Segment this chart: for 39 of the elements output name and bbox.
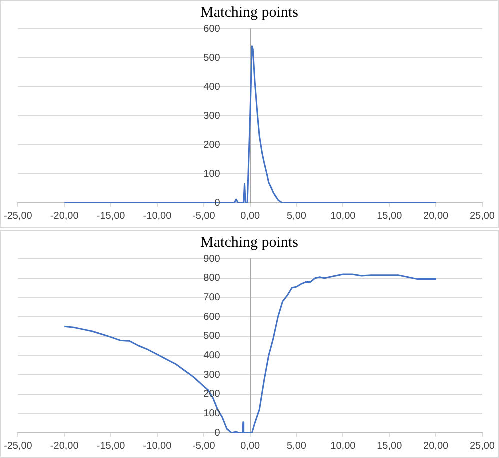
y-tick-label: 400 bbox=[204, 82, 221, 93]
x-tick-label: 10,00 bbox=[330, 210, 356, 222]
x-tick-label: 25,00 bbox=[470, 210, 496, 222]
x-tick-label: 5,00 bbox=[287, 440, 307, 452]
x-tick-label: 20,00 bbox=[424, 210, 450, 222]
x-tick-label: -10,00 bbox=[143, 440, 172, 452]
x-tick-label: 20,00 bbox=[424, 440, 450, 452]
y-tick-label: 600 bbox=[204, 24, 221, 35]
y-tick-label: 400 bbox=[204, 350, 221, 362]
x-tick-label: -25,00 bbox=[4, 210, 33, 222]
y-tick-label: 900 bbox=[204, 254, 221, 265]
y-tick-label: 300 bbox=[204, 110, 221, 122]
x-tick-label: -15,00 bbox=[96, 210, 126, 222]
x-tick-label: 25,00 bbox=[470, 440, 496, 452]
y-tick-label: 0 bbox=[214, 428, 221, 439]
x-tick-label: -10,00 bbox=[143, 210, 172, 222]
x-tick-label: 0,00 bbox=[240, 440, 260, 452]
y-tick-label: 700 bbox=[204, 292, 221, 304]
y-tick-label: 600 bbox=[204, 312, 221, 323]
x-tick-label: -5,00 bbox=[192, 210, 216, 222]
y-tick-label: 100 bbox=[204, 168, 221, 180]
x-tick-label: -15,00 bbox=[96, 440, 126, 452]
chart-title: Matching points bbox=[200, 235, 300, 252]
x-tick-label: 5,00 bbox=[287, 210, 307, 222]
x-tick-label: -5,00 bbox=[192, 440, 216, 452]
x-tick-label: -20,00 bbox=[50, 440, 80, 452]
x-tick-label: 15,00 bbox=[377, 440, 403, 452]
x-tick-label: -20,00 bbox=[50, 210, 80, 222]
x-tick-label: -25,00 bbox=[4, 440, 33, 452]
chart-title: Matching points bbox=[200, 5, 300, 22]
x-tick-label: 0,00 bbox=[240, 210, 260, 222]
x-tick-label: 10,00 bbox=[330, 440, 356, 452]
y-tick-label: 200 bbox=[204, 140, 221, 151]
y-tick-label: 300 bbox=[204, 370, 221, 381]
y-tick-label: 500 bbox=[204, 52, 221, 64]
y-tick-label: 100 bbox=[204, 408, 221, 420]
y-tick-label: 500 bbox=[204, 331, 221, 342]
x-tick-label: 15,00 bbox=[377, 210, 403, 222]
y-tick-label: 800 bbox=[204, 273, 221, 284]
